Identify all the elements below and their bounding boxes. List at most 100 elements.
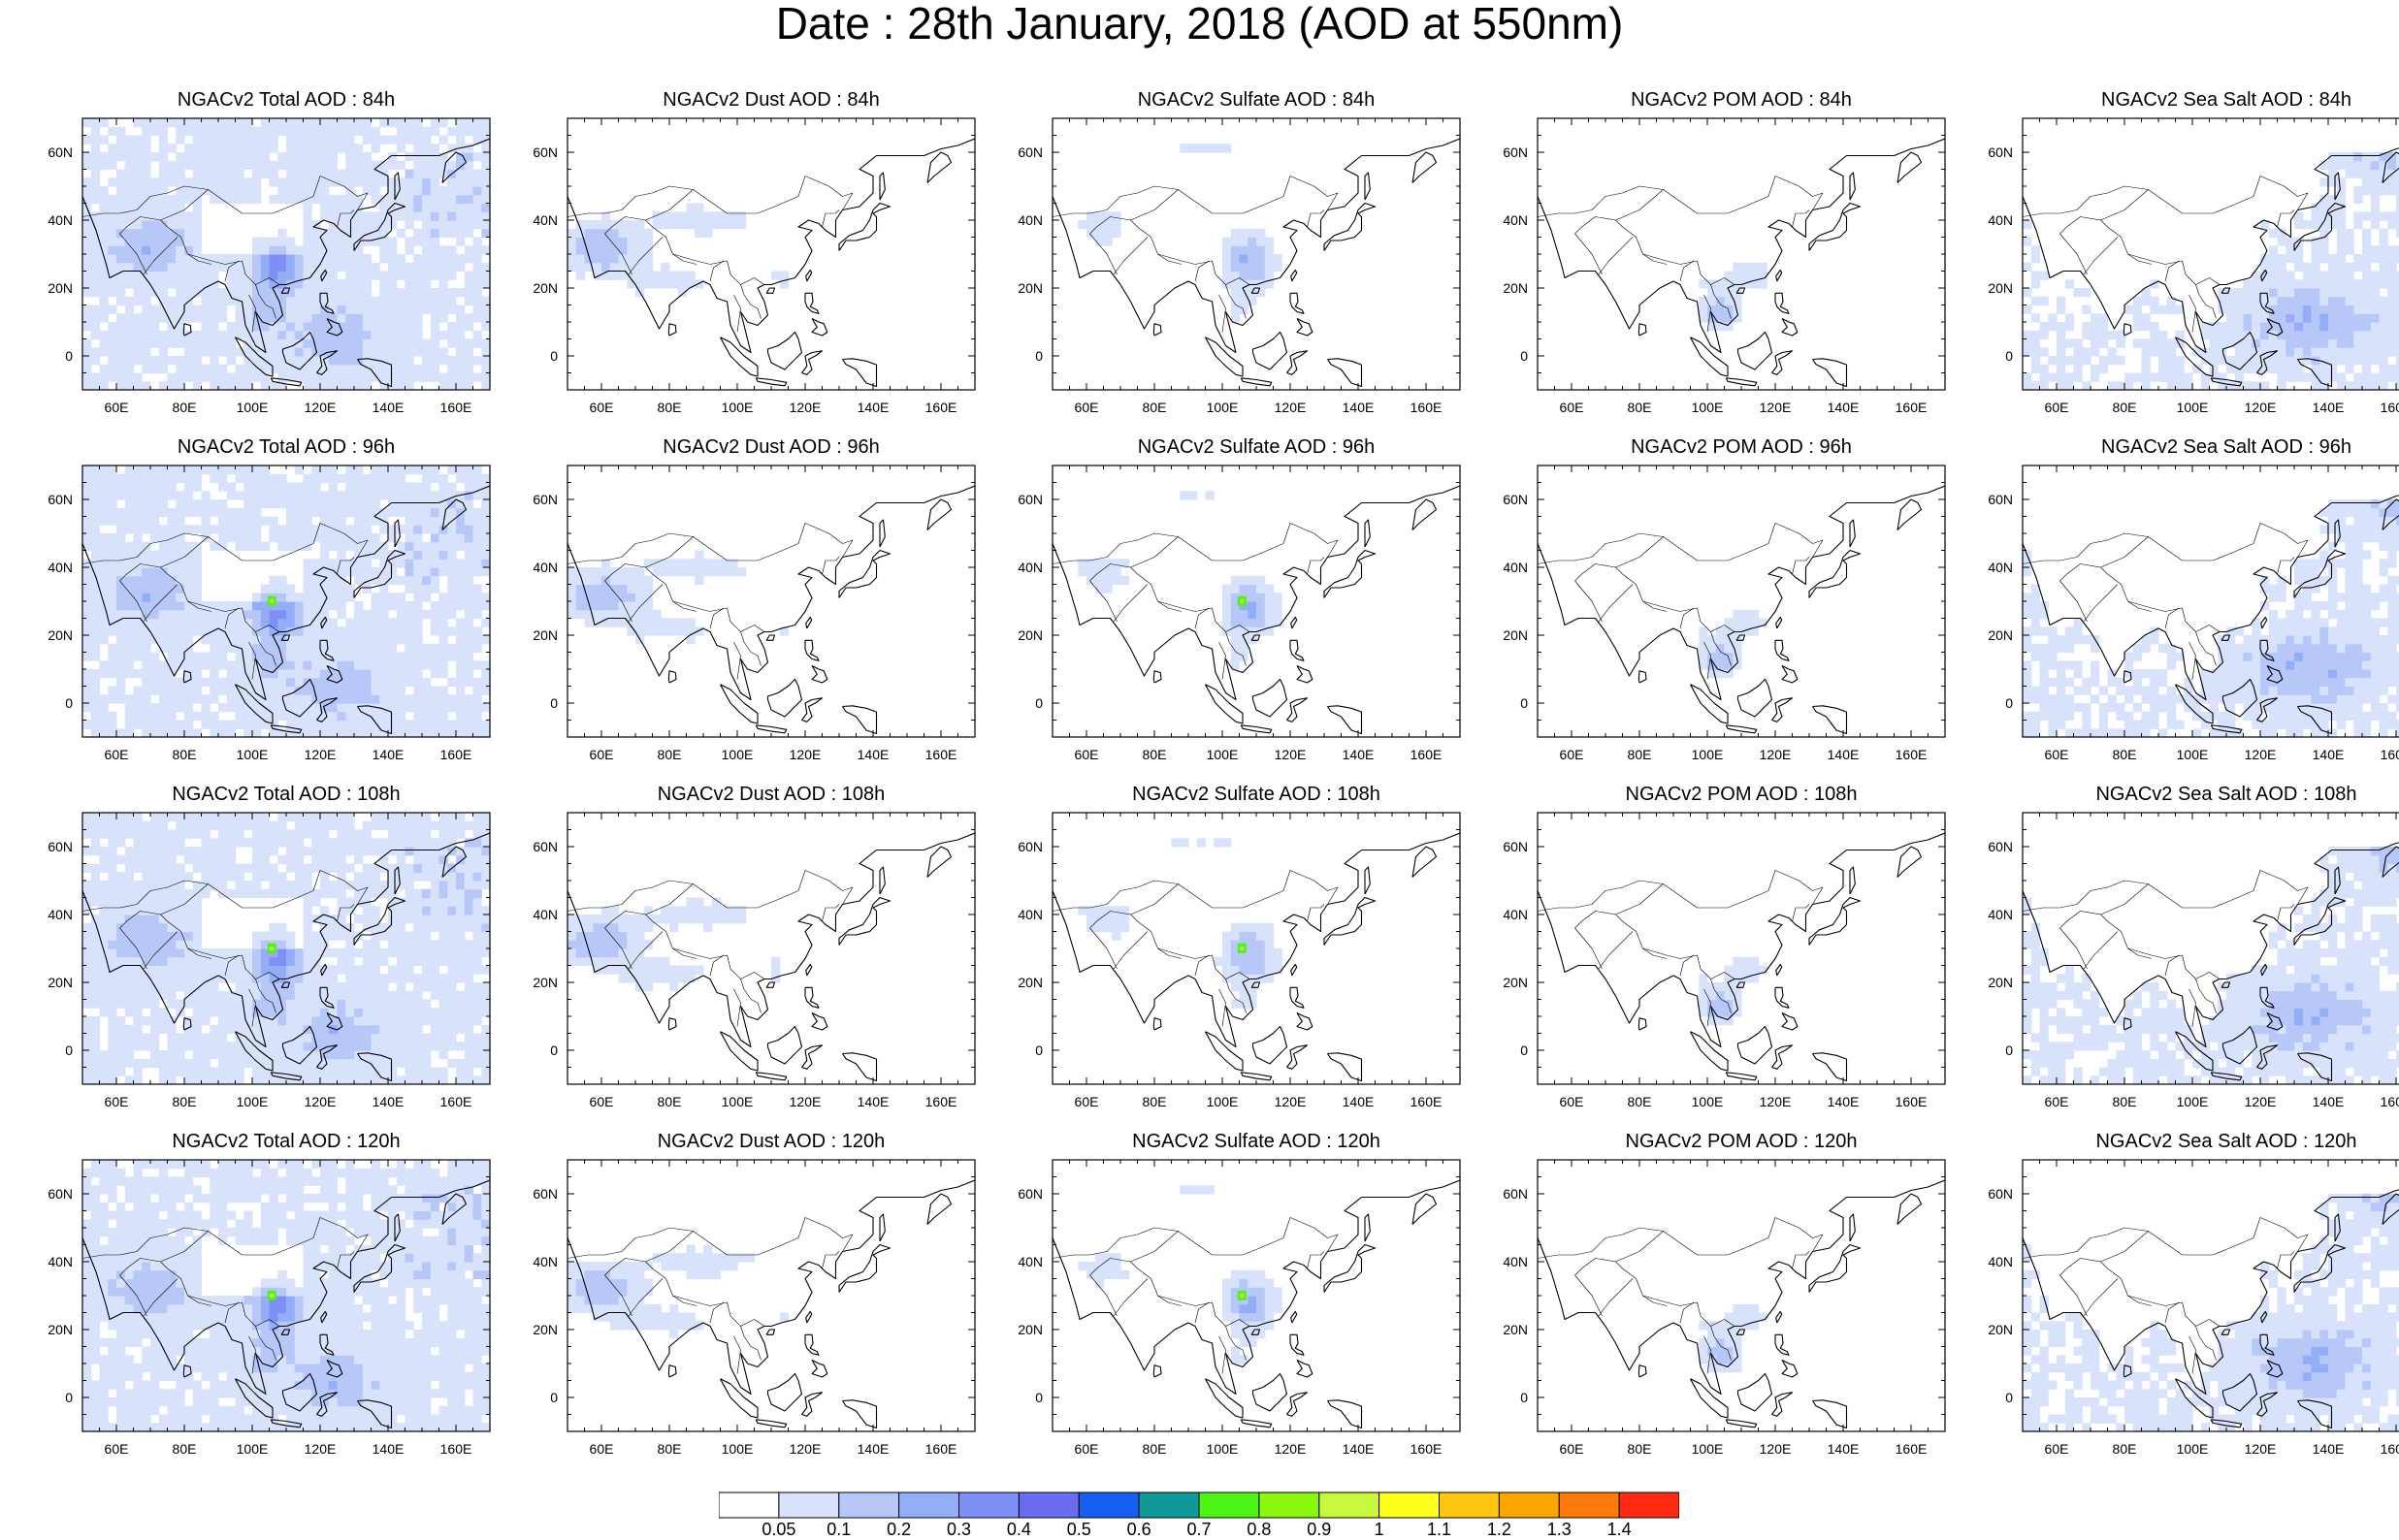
lon-tick-label: 100E: [2177, 1094, 2209, 1109]
aod-map: 60E 80E 100E 120E 140E 160E 60N 40N 20N 0: [533, 117, 976, 415]
map-frame: [1537, 465, 1946, 738]
lon-tick-label: 60E: [1075, 400, 1099, 415]
lon-tick-label: 60E: [1560, 400, 1584, 415]
lon-tick-label: 120E: [1275, 1094, 1307, 1109]
lat-tick-label: 20N: [533, 627, 558, 643]
map-panel-total-2: NGACv2 Total AOD : 96h 60E 80E 100E 120E 140E…: [44, 436, 529, 762]
lon-tick-label: 160E: [1410, 1441, 1443, 1457]
lon-tick-label: 160E: [2381, 400, 2399, 415]
lon-tick-label: 80E: [1628, 1094, 1652, 1109]
lat-tick-label: 0: [65, 695, 73, 711]
map-panel-seasalt-3: NGACv2 Sea Salt AOD : 108h 60E 80E 100E 120E…: [1984, 784, 2399, 1109]
lat-tick-label: 0: [550, 1390, 558, 1405]
aod-shading: [82, 118, 490, 390]
map-ticks: [567, 1159, 976, 1432]
aod-shading: [1699, 609, 1767, 679]
lon-tick-label: 100E: [722, 1094, 754, 1109]
lon-tick-label: 140E: [858, 400, 890, 415]
lon-tick-label: 160E: [440, 747, 472, 762]
lat-tick-label: 60N: [533, 1186, 558, 1202]
lon-tick-label: 160E: [2381, 1441, 2399, 1457]
aod-map: 60E 80E 100E 120E 140E 160E 60N 40N 20N 0: [1503, 465, 1946, 762]
aod-map: 60E 80E 100E 120E 140E 160E 60N 40N 20N 0: [48, 465, 491, 762]
panel-title: NGACv2 Sulfate AOD : 108h: [1132, 784, 1380, 805]
lon-tick-label: 140E: [373, 1441, 405, 1457]
map-panel-seasalt-4: NGACv2 Sea Salt AOD : 120h 60E 80E 100E 120E…: [1984, 1131, 2399, 1457]
lon-tick-label: 100E: [2177, 747, 2209, 762]
lat-tick-label: 20N: [1503, 627, 1528, 643]
colorbar-swatch: [1558, 1492, 1620, 1519]
aod-shading: [2023, 499, 2399, 737]
lon-tick-label: 60E: [1560, 1094, 1584, 1109]
lon-tick-label: 120E: [2245, 747, 2277, 762]
coastlines: [1538, 138, 1945, 388]
aod-shading: [82, 1160, 490, 1431]
lat-tick-label: 60N: [1018, 839, 1043, 854]
lon-tick-label: 80E: [658, 1094, 682, 1109]
map-panel-seasalt-1: NGACv2 Sea Salt AOD : 84h 60E 80E 100E 120E 1…: [1984, 89, 2399, 415]
lat-tick-label: 0: [1520, 695, 1528, 711]
lon-tick-label: 80E: [658, 747, 682, 762]
lon-tick-label: 100E: [1207, 1441, 1239, 1457]
lon-tick-label: 80E: [1143, 400, 1167, 415]
lon-tick-label: 80E: [2113, 1094, 2137, 1109]
lon-tick-label: 60E: [1560, 1441, 1584, 1457]
lon-tick-label: 60E: [2045, 1094, 2069, 1109]
lat-tick-label: 0: [550, 695, 558, 711]
lon-tick-label: 140E: [1343, 400, 1375, 415]
lon-tick-label: 140E: [1828, 1094, 1860, 1109]
lon-tick-label: 60E: [1075, 747, 1099, 762]
lon-tick-label: 140E: [2313, 1094, 2345, 1109]
colorbar-label: 1: [1375, 1520, 1384, 1536]
lon-tick-label: 120E: [1275, 1441, 1307, 1457]
lon-tick-label: 80E: [658, 400, 682, 415]
aod-map: 60E 80E 100E 120E 140E 160E 60N 40N 20N 0: [48, 117, 491, 415]
lon-tick-label: 60E: [2045, 400, 2069, 415]
lat-tick-label: 40N: [48, 560, 73, 575]
lon-tick-label: 120E: [1760, 1094, 1792, 1109]
lat-tick-label: 60N: [533, 492, 558, 507]
panel-title: NGACv2 Sulfate AOD : 96h: [1137, 436, 1376, 458]
lon-tick-label: 120E: [1760, 400, 1792, 415]
map-ticks: [2022, 812, 2397, 1085]
lon-tick-label: 60E: [2045, 1441, 2069, 1457]
lat-tick-label: 0: [2005, 348, 2013, 364]
colorbar-label: 0.3: [947, 1520, 971, 1536]
aod-map: 60E 80E 100E 120E 140E 160E 60N 40N 20N 0: [1018, 812, 1461, 1109]
lat-tick-label: 0: [1520, 348, 1528, 364]
map-ticks: [81, 812, 491, 1085]
panel-title: NGACv2 Sulfate AOD : 84h: [1137, 89, 1376, 111]
lon-tick-label: 60E: [590, 747, 614, 762]
lon-tick-label: 120E: [1760, 1441, 1792, 1457]
aod-shading: [1699, 956, 1767, 1026]
colorbar-label: 0.4: [1007, 1520, 1031, 1536]
coastlines: [567, 1179, 975, 1429]
lon-tick-label: 160E: [2381, 747, 2399, 762]
map-ticks: [1537, 812, 1946, 1085]
lat-tick-label: 60N: [1018, 144, 1043, 160]
lat-tick-label: 60N: [1503, 492, 1528, 507]
map-panel-pom-2: NGACv2 POM AOD : 96h 60E 80E 100E 120E 140E 16…: [1499, 436, 1984, 762]
colorbar-swatch: [1318, 1492, 1380, 1519]
map-ticks: [1537, 117, 1946, 391]
colorbar-label: 1.3: [1547, 1520, 1572, 1536]
lon-tick-label: 80E: [173, 747, 197, 762]
lat-tick-label: 0: [65, 1390, 73, 1405]
lon-tick-label: 80E: [2113, 747, 2137, 762]
lon-tick-label: 120E: [305, 1094, 337, 1109]
map-panel-dust-2: NGACv2 Dust AOD : 96h 60E 80E 100E 120E 140E 1…: [529, 436, 1014, 762]
lat-tick-label: 20N: [1988, 1322, 2013, 1337]
aod-map: 60E 80E 100E 120E 140E 160E 60N 40N 20N 0: [1503, 1159, 1946, 1457]
aod-map: 60E 80E 100E 120E 140E 160E 60N 40N 20N 0: [1503, 117, 1946, 415]
aod-shading: [1699, 1303, 1767, 1373]
panel-title: NGACv2 Total AOD : 96h: [177, 436, 396, 458]
aod-shading: [82, 465, 490, 737]
lon-tick-label: 140E: [373, 400, 405, 415]
colorbar-swatch: [1498, 1492, 1560, 1519]
lat-tick-label: 20N: [48, 280, 73, 296]
lat-tick-label: 40N: [48, 907, 73, 922]
coastlines: [2023, 147, 2399, 388]
panel-title: NGACv2 POM AOD : 96h: [1631, 436, 1852, 458]
map-frame: [1537, 1159, 1946, 1432]
map-ticks: [1052, 465, 1461, 738]
